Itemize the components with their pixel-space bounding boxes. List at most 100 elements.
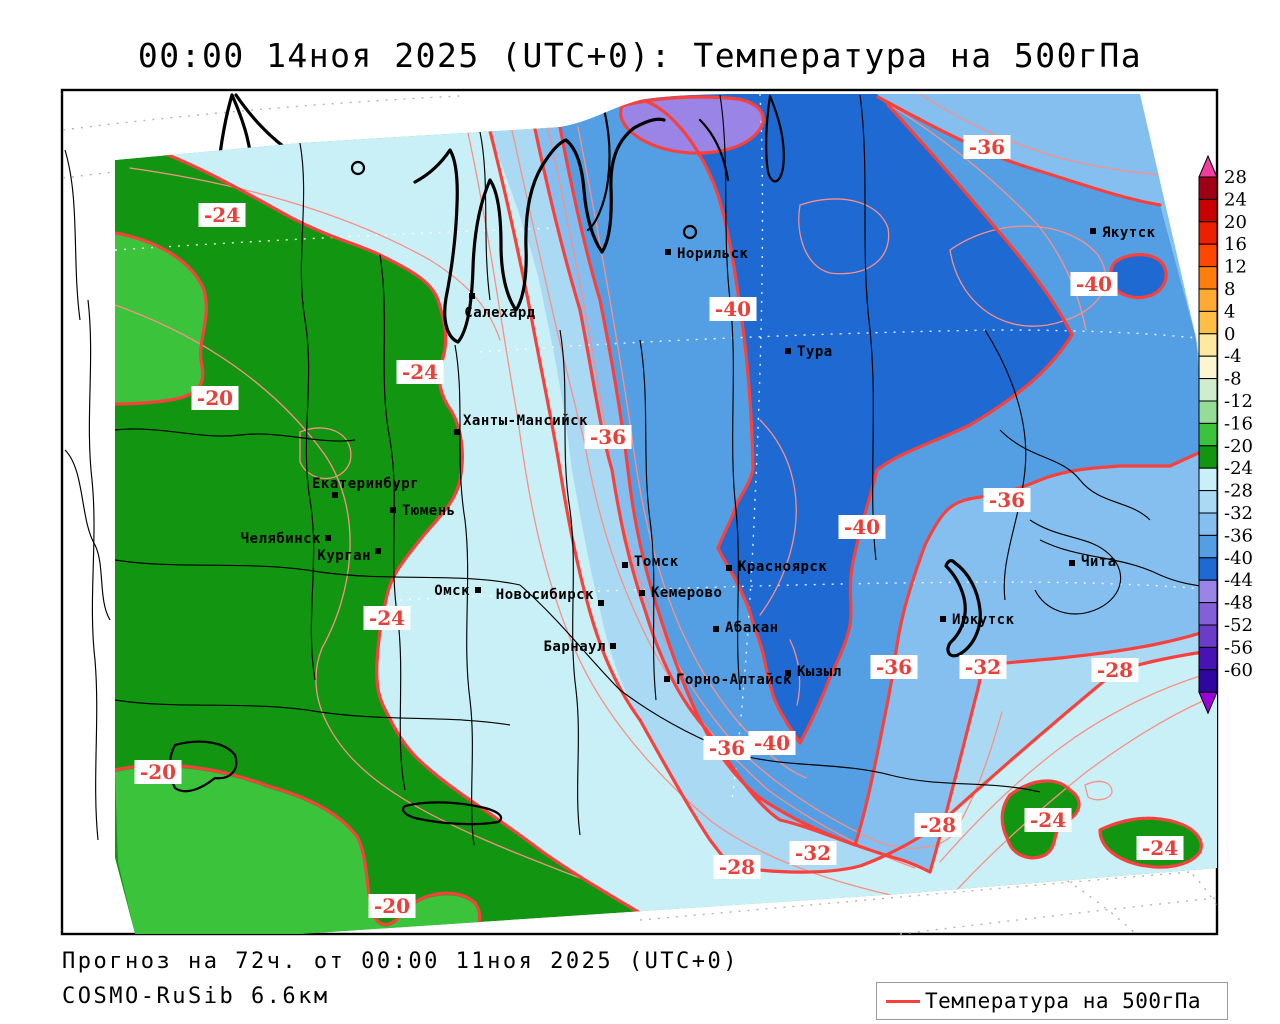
contour-label-box — [396, 360, 444, 384]
colorbar-cell — [1198, 176, 1218, 200]
contour-label-box — [983, 488, 1031, 512]
colorbar-tick-label: -40 — [1224, 548, 1253, 569]
contour-label-box — [1024, 808, 1072, 832]
city-label: Екатеринбург — [312, 476, 419, 492]
contour-label-value: -36 — [590, 425, 626, 449]
contour-label-value: -28 — [920, 813, 956, 837]
city-label: Кемерово — [651, 585, 722, 601]
page-title: 00:00 14ноя 2025 (UTC+0): Температура на… — [137, 36, 1143, 75]
city-dot — [713, 626, 719, 632]
colorbar-tick-label: -32 — [1224, 503, 1253, 524]
colorbar-tick-label: 8 — [1224, 279, 1235, 300]
colorbar-cell — [1198, 467, 1218, 492]
contour-label-value: -20 — [197, 386, 233, 410]
contour-label-value: -24 — [1142, 836, 1178, 860]
colorbar-cell — [1198, 646, 1218, 671]
colorbar-tick-label: 20 — [1224, 212, 1247, 233]
contour-label-value: -36 — [876, 655, 912, 679]
colorbar-tick-label: -60 — [1224, 660, 1253, 681]
colorbar-tick-label: 4 — [1224, 301, 1235, 322]
colorbar-tick-label: 12 — [1224, 257, 1247, 278]
contour-minus28 — [488, 129, 1217, 874]
city-dot — [469, 293, 475, 299]
contour-label-value: -20 — [140, 760, 176, 784]
contour-label-value: -24 — [1030, 808, 1066, 832]
contour-labels: -24-24-20-24-20-20-36-40-40-36-36-40-40-… — [134, 135, 1184, 918]
city-label: Салехард — [464, 305, 536, 321]
city-dot — [639, 590, 645, 596]
contour-label-value: -28 — [719, 855, 755, 879]
contour-minus24-patch-b — [1098, 816, 1203, 869]
city-label: Норильск — [677, 246, 749, 262]
city-label: Омск — [434, 583, 470, 599]
forecast-caption: Прогноз на 72ч. от 00:00 11ноя 2025 (UTC… — [62, 949, 740, 974]
contour-label-value: -36 — [969, 135, 1005, 159]
band-minus16-minus20-northwest — [115, 232, 207, 404]
contour-label-box — [870, 655, 918, 679]
contours-major — [115, 95, 1217, 932]
contour-label-value: -36 — [989, 488, 1025, 512]
contour-label-box — [134, 760, 182, 784]
contour-label-box — [1091, 658, 1139, 682]
colorbar-tick-label: -8 — [1224, 369, 1242, 390]
contour-label-value: -32 — [965, 655, 1001, 679]
colorbar-tick-label: 16 — [1224, 234, 1247, 255]
contour-minus24-west — [138, 143, 647, 918]
colorbar-tick-label: -28 — [1224, 481, 1253, 502]
colorbar-cell — [1198, 669, 1218, 693]
contour-label-box — [838, 515, 886, 539]
colorbar-cell — [1198, 624, 1218, 648]
colorbar-cell — [1198, 602, 1218, 626]
contour-label-value: -24 — [204, 203, 240, 227]
city-label: Новосибирск — [496, 587, 594, 603]
colorbar-cell — [1198, 378, 1218, 402]
colorbar-cell — [1198, 579, 1218, 604]
band-minus40-island — [1110, 254, 1167, 298]
city-dot — [375, 548, 381, 554]
contour-label-value: -20 — [374, 894, 410, 918]
city-label: Красноярск — [738, 559, 827, 575]
city-dot — [622, 562, 628, 568]
colorbar-cell — [1198, 355, 1218, 380]
colorbar-cell — [1198, 221, 1218, 245]
city-dot — [325, 535, 331, 541]
city-label: Челябинск — [241, 531, 321, 547]
city-label: Ханты-Мансийск — [463, 413, 588, 429]
city-dot — [940, 616, 946, 622]
colorbar-cell — [1198, 445, 1218, 469]
city-label: Иркутск — [952, 612, 1015, 628]
contour-label-box — [963, 135, 1011, 159]
contour-label-box — [368, 894, 416, 918]
city-label: Барнаул — [543, 639, 606, 655]
colorbar-cell — [1198, 310, 1218, 335]
band-minus16-minus20-south — [115, 767, 480, 934]
band-minus40-minus44-core — [640, 94, 1072, 743]
colorbar-cell — [1198, 490, 1218, 514]
contour-minus44-patch — [619, 95, 765, 155]
city-dot — [332, 492, 338, 498]
contour-label-box — [709, 297, 757, 321]
colorbar-tick-label: -24 — [1224, 458, 1253, 479]
city-label: Курган — [317, 548, 371, 564]
colorbar-tick-label: 28 — [1224, 167, 1247, 188]
colorbar-cell — [1198, 288, 1218, 312]
city-label: Кызыл — [797, 664, 842, 680]
contour-label-box — [748, 731, 796, 755]
band-minus36-minus40 — [560, 94, 1205, 845]
colorbar-tick-label: -52 — [1224, 615, 1253, 636]
contour-label-box — [191, 386, 239, 410]
contour-minus36-main — [558, 125, 1207, 847]
colorbar-tick-label: -12 — [1224, 391, 1253, 412]
contour-minus36-northeast — [876, 95, 1162, 207]
city-markers: Салехард Норильск Тура Якутск Ханты-Мансийск… — [241, 225, 1156, 688]
contour-label-value: -28 — [1097, 658, 1133, 682]
city-dot — [454, 429, 460, 435]
contours-minor — [115, 94, 1206, 904]
colorbar-tick-label: -16 — [1224, 413, 1253, 434]
city-label: Тюмень — [402, 503, 456, 519]
legend-line-sample — [886, 999, 920, 1003]
city-dot — [610, 643, 616, 649]
contour-label-box — [198, 203, 246, 227]
